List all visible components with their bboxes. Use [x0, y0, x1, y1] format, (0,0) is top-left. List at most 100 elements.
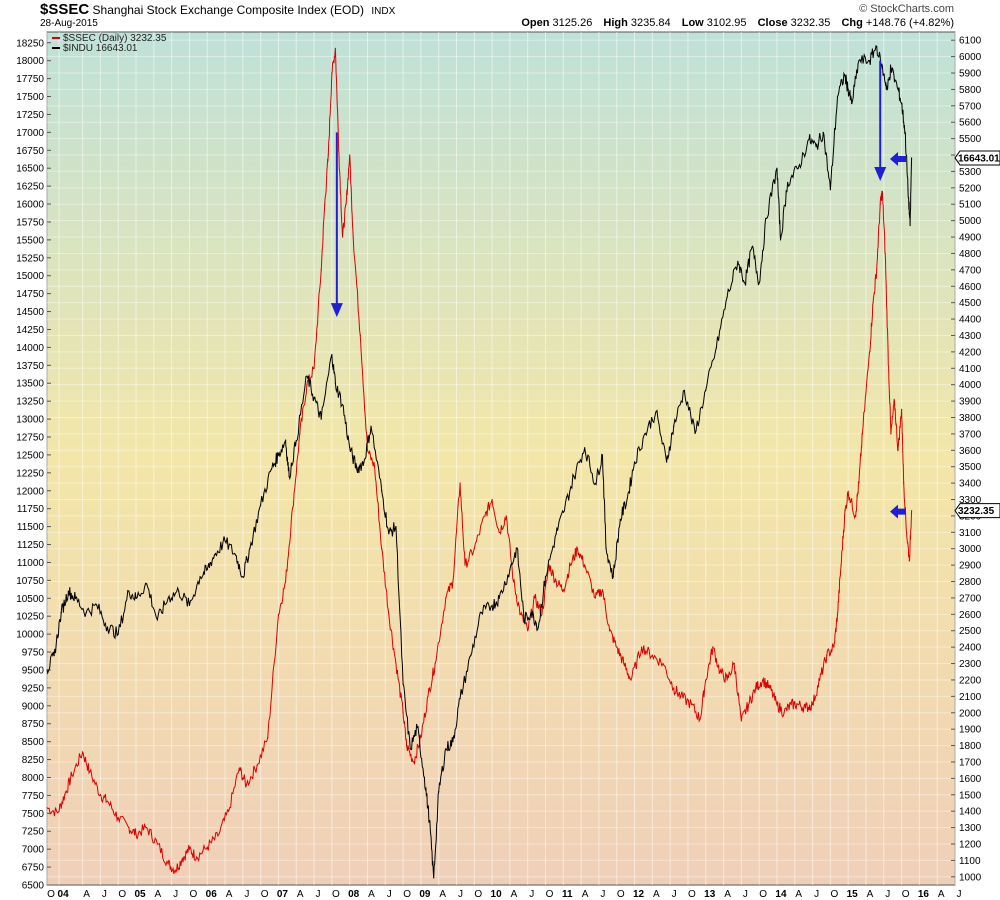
series-point [188, 848, 191, 850]
series-point [548, 564, 550, 566]
series-point [188, 604, 191, 607]
series-point [46, 807, 48, 809]
x-tick-label: 06 [206, 889, 218, 900]
series-point [844, 74, 846, 76]
series-point [836, 613, 839, 615]
x-tick-label: O [546, 889, 554, 900]
series-point [884, 252, 886, 255]
left-axis-label: 7500 [22, 809, 45, 820]
series-point [555, 533, 557, 535]
series-point [359, 334, 361, 337]
open-label: Open [521, 17, 550, 29]
right-axis-label: 3800 [959, 413, 982, 424]
series-point [908, 560, 911, 562]
low-value: 3102.95 [706, 17, 747, 29]
series-point [705, 679, 707, 681]
x-tick-label: O [118, 889, 126, 900]
chg-value: +148.76 (+4.82%) [865, 17, 954, 29]
series-point [57, 812, 59, 814]
x-tick-label: O [261, 889, 269, 900]
right-axis-label: 2900 [959, 561, 982, 572]
series-point [270, 468, 272, 470]
series-point [349, 447, 351, 449]
x-tick-label: 07 [277, 889, 289, 900]
series-point [754, 687, 757, 689]
left-axis-label: 11500 [17, 522, 45, 533]
series-point [854, 515, 856, 517]
series-point [413, 761, 415, 763]
series-point [562, 511, 564, 513]
series-point [242, 576, 244, 578]
series-point [82, 751, 84, 753]
series-point [267, 736, 269, 738]
left-axis-label: 6750 [22, 863, 45, 874]
series-point [53, 655, 55, 657]
series-point [651, 654, 653, 656]
left-axis-label: 18250 [16, 38, 44, 49]
brand-watermark[interactable]: © StockCharts.com [859, 3, 954, 15]
series-point [146, 583, 148, 585]
series-point [900, 103, 903, 105]
x-tick-label: A [582, 889, 589, 900]
series-point [292, 507, 294, 509]
series-point [459, 698, 461, 700]
x-tick-label: 05 [134, 889, 146, 900]
series-point [726, 296, 728, 298]
series-point [541, 613, 543, 615]
series-point [117, 633, 119, 635]
series-point [181, 858, 183, 860]
series-point [887, 351, 889, 353]
series-point [416, 726, 418, 728]
series-point [505, 515, 507, 517]
series-point [491, 498, 493, 501]
series-point [167, 863, 169, 865]
pointer-arrow-icon [890, 504, 906, 519]
series-point [438, 791, 440, 793]
series-point [235, 554, 237, 556]
series-point [868, 351, 871, 353]
annotation-arrow-head [874, 166, 887, 181]
series-point [876, 45, 878, 47]
series-point [46, 669, 48, 671]
x-tick-label: 04 [58, 889, 70, 900]
right-axis-label: 1500 [959, 790, 982, 801]
series-point [174, 869, 176, 871]
series-point [445, 748, 447, 750]
series-point [910, 510, 913, 512]
series-point [320, 269, 322, 271]
series-point [726, 679, 728, 681]
x-tick-label: A [83, 889, 90, 900]
series-point [619, 518, 621, 521]
series-point [423, 776, 426, 779]
series-point [388, 533, 390, 535]
right-axis-label: 4500 [959, 298, 982, 309]
x-tick-label: O [617, 889, 625, 900]
x-tick-label: A [867, 889, 874, 900]
series-point [609, 630, 611, 632]
left-axis-label: 9750 [22, 648, 45, 659]
series-point [402, 683, 404, 685]
legend-entry: $SSEC (Daily) 3232.35 [63, 33, 167, 44]
x-tick-label: J [458, 889, 463, 900]
series-point [569, 564, 572, 566]
x-tick-label: 15 [847, 889, 859, 900]
left-axis-label: 14000 [16, 343, 44, 354]
x-tick-label: J [743, 889, 748, 900]
right-axis-label: 5900 [959, 69, 982, 80]
right-axis-label: 1800 [959, 741, 982, 752]
x-tick-label: A [795, 889, 802, 900]
series-point [334, 382, 337, 384]
series-point [224, 540, 226, 542]
series-point [534, 597, 536, 599]
series-point [905, 531, 908, 533]
series-point [381, 548, 383, 550]
plot-area [46, 31, 956, 886]
right-axis-label: 3000 [959, 544, 982, 555]
series-point [334, 47, 337, 50]
x-tick-label: 08 [348, 889, 360, 900]
series-point [295, 439, 297, 442]
left-axis-label: 8500 [22, 737, 45, 748]
series-point [509, 569, 511, 571]
series-point [594, 597, 596, 599]
